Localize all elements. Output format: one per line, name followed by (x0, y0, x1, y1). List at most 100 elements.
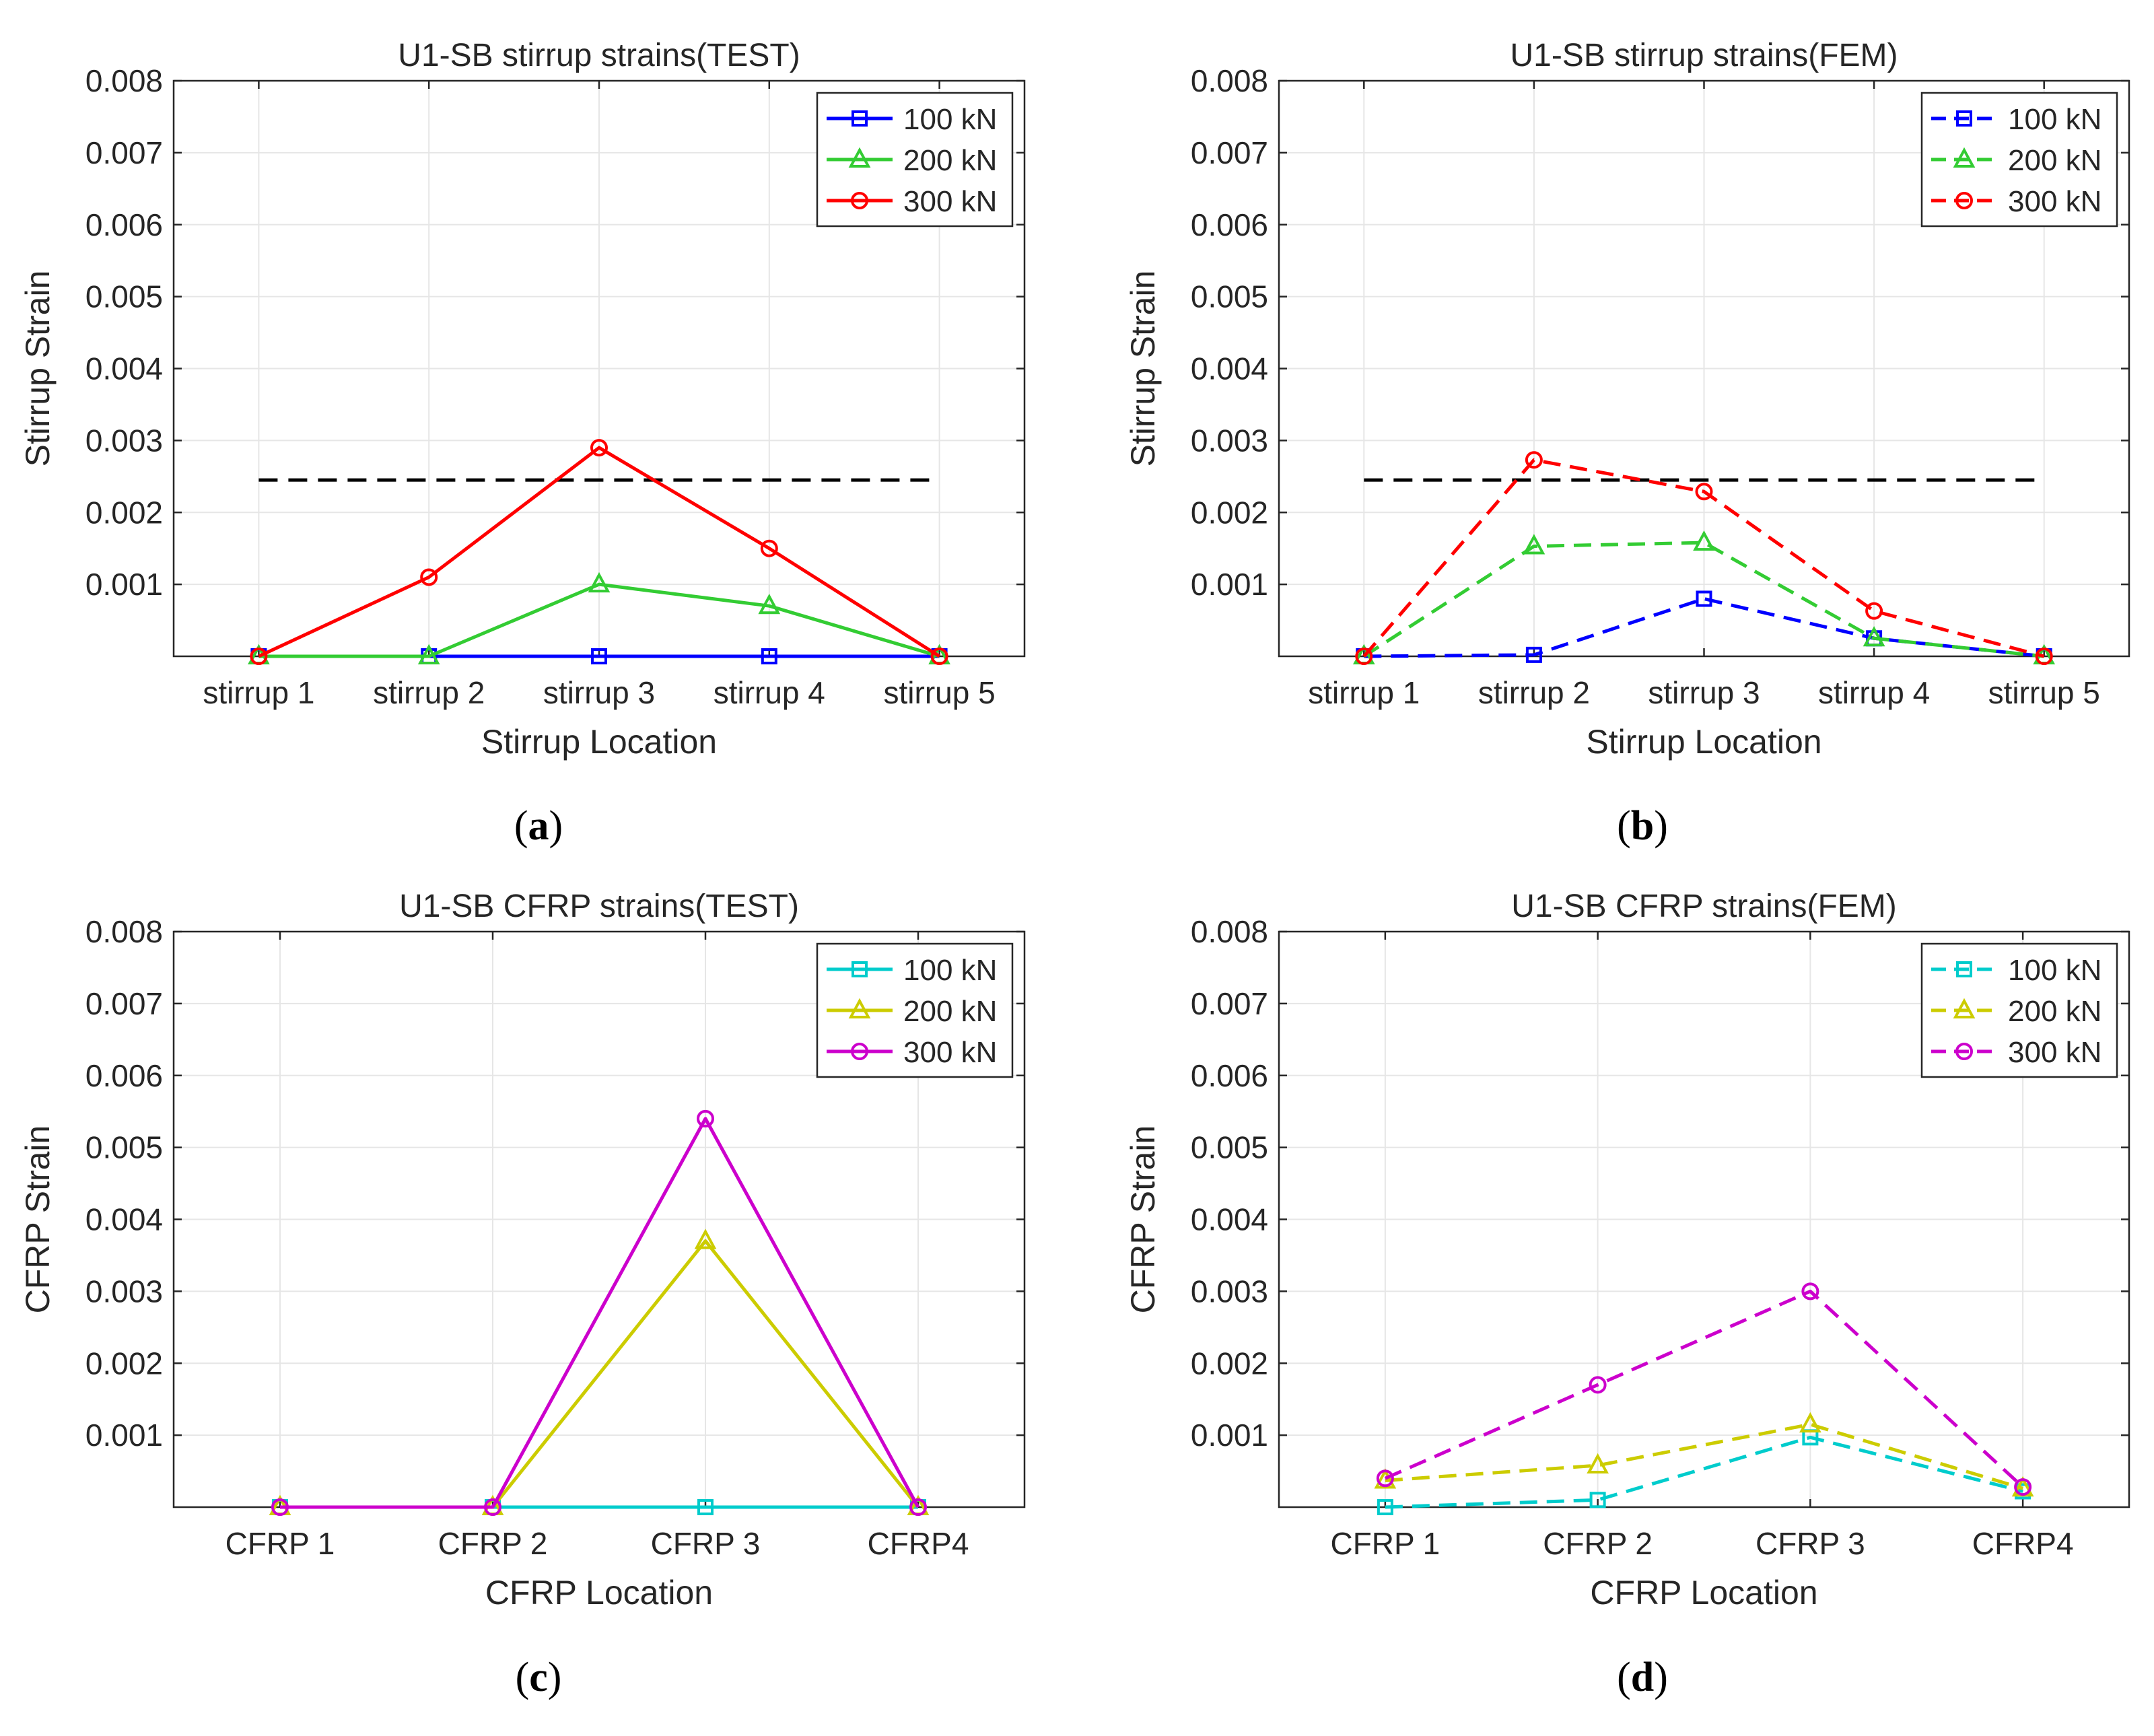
legend-label: 100 kN (2008, 103, 2101, 136)
y-tick-label: 0.006 (1191, 207, 1268, 242)
panel-label-open: ( (1617, 803, 1631, 849)
legend-marker (848, 147, 871, 168)
x-tick-label: CFRP 3 (651, 1526, 761, 1561)
x-axis-label: CFRP Location (485, 1574, 713, 1611)
x-tick-label: CFRP4 (868, 1526, 969, 1561)
legend-label: 300 kN (903, 1036, 997, 1069)
legend-marker (1956, 110, 1972, 127)
panel-label-letter: b (1631, 803, 1654, 849)
data-point-300-kn (271, 1498, 289, 1516)
chart-panel-1: 0.001 0.002 0.003 0.004 0.005 0.006 0.007 0.008… (19, 38, 1026, 849)
legend-label: 200 kN (903, 144, 997, 177)
x-tick-label: CFRP 3 (1756, 1526, 1865, 1561)
x-axis-label: CFRP Location (1590, 1574, 1817, 1611)
data-point-200-kn (1799, 1412, 1821, 1433)
y-tick-label: 0.004 (85, 1202, 163, 1237)
y-tick-label: 0.005 (85, 1130, 163, 1165)
data-point-200-kn (694, 1228, 717, 1249)
y-tick-label: 0.003 (85, 423, 163, 458)
y-tick-label: 0.001 (1191, 567, 1268, 602)
data-point-300-kn (1801, 1282, 1819, 1300)
panel-label: (a) (514, 803, 563, 849)
y-tick-label: 0.007 (1191, 135, 1268, 170)
panel-label: (c) (516, 1655, 562, 1700)
legend-label: 300 kN (2008, 1036, 2101, 1069)
x-tick-label: stirrup 5 (1988, 675, 2100, 710)
data-point-300-kn (1376, 1469, 1394, 1488)
legend: 100 kN 200 kN 300 kN (1920, 92, 2118, 228)
legend-label: 200 kN (2008, 995, 2101, 1028)
data-point-200-kn (1587, 1453, 1609, 1474)
y-tick-label: 0.002 (1191, 1346, 1268, 1381)
y-tick-label: 0.002 (1191, 495, 1268, 530)
series-line-100-kn (1385, 1435, 2023, 1509)
y-tick-label: 0.008 (85, 914, 163, 949)
x-tick-label: stirrup 1 (203, 675, 314, 710)
legend-marker (852, 961, 868, 977)
legend-marker (851, 1043, 868, 1060)
y-tick-label: 0.008 (1191, 63, 1268, 98)
legend: 100 kN 200 kN 300 kN (816, 942, 1014, 1078)
data-point-300-kn (484, 1498, 501, 1516)
y-axis-label: CFRP Strain (19, 1125, 57, 1314)
data-point-200-kn (588, 571, 611, 593)
legend-label: 100 kN (903, 954, 997, 987)
y-tick-label: 0.003 (85, 1274, 163, 1309)
panel-label-letter: c (529, 1655, 548, 1700)
y-tick-label: 0.001 (1191, 1418, 1268, 1453)
legend-label: 300 kN (903, 185, 997, 218)
panel-label-letter: a (528, 803, 549, 849)
y-tick-label: 0.007 (1191, 986, 1268, 1021)
chart-title: U1-SB stirrup strains(TEST) (398, 38, 800, 73)
legend-marker (852, 110, 868, 127)
y-axis-label: Stirrup Strain (19, 271, 57, 467)
data-point-200-kn (1863, 626, 1885, 647)
y-tick-label: 0.005 (1191, 1130, 1268, 1165)
legend-label: 200 kN (903, 995, 997, 1028)
x-tick-label: stirrup 3 (1648, 675, 1760, 710)
legend-label: 300 kN (2008, 185, 2101, 218)
series-line-300-kn (1362, 458, 2045, 658)
legend-marker (1953, 998, 1976, 1018)
data-point-300-kn (1525, 451, 1543, 469)
x-tick-label: stirrup 5 (884, 675, 996, 710)
panel-label: (d) (1617, 1655, 1668, 1700)
legend: 100 kN 200 kN 300 kN (816, 92, 1014, 228)
series-line-200-kn (258, 582, 940, 658)
data-point-100-kn (1589, 1492, 1606, 1508)
y-tick-label: 0.001 (85, 567, 163, 602)
x-tick-label: stirrup 4 (714, 675, 825, 710)
x-tick-label: CFRP 1 (225, 1526, 335, 1561)
y-tick-label: 0.004 (85, 351, 163, 386)
x-tick-label: stirrup 4 (1818, 675, 1930, 710)
data-point-300-kn (1865, 602, 1883, 620)
y-tick-label: 0.008 (85, 63, 163, 98)
chart-title: U1-SB CFRP strains(FEM) (1511, 889, 1897, 924)
legend-marker (851, 192, 868, 209)
legend-label: 200 kN (2008, 144, 2101, 177)
x-tick-label: CFRP4 (1972, 1526, 2074, 1561)
legend-label: 100 kN (903, 103, 997, 136)
chart-panel-4: 0.001 0.002 0.003 0.004 0.005 0.006 0.007 0.008… (1124, 889, 2130, 1700)
data-point-200-kn (758, 593, 781, 615)
data-point-300-kn (697, 1109, 714, 1127)
data-point-100-kn (1525, 646, 1542, 663)
panel-label-close: ) (1654, 803, 1668, 849)
y-tick-label: 0.006 (85, 1058, 163, 1093)
data-point-200-kn (1523, 534, 1545, 555)
y-tick-label: 0.008 (1191, 914, 1268, 949)
y-axis-label: Stirrup Strain (1124, 271, 1162, 467)
data-point-300-kn (2014, 1478, 2032, 1496)
panel-label-close: ) (549, 803, 563, 849)
data-point-300-kn (1589, 1376, 1607, 1394)
data-point-300-kn (1355, 648, 1373, 665)
legend-label: 100 kN (2008, 954, 2101, 987)
data-point-300-kn (590, 439, 608, 457)
data-point-100-kn (697, 1499, 714, 1515)
series-line-300-kn (1384, 1289, 2024, 1488)
series-line-200-kn (1362, 541, 2044, 658)
y-tick-label: 0.005 (1191, 279, 1268, 314)
chart-panel-2: 0.001 0.002 0.003 0.004 0.005 0.006 0.007 0.008… (1124, 38, 2130, 849)
panel-label-open: ( (1617, 1655, 1631, 1700)
data-point-100-kn (1696, 590, 1712, 607)
